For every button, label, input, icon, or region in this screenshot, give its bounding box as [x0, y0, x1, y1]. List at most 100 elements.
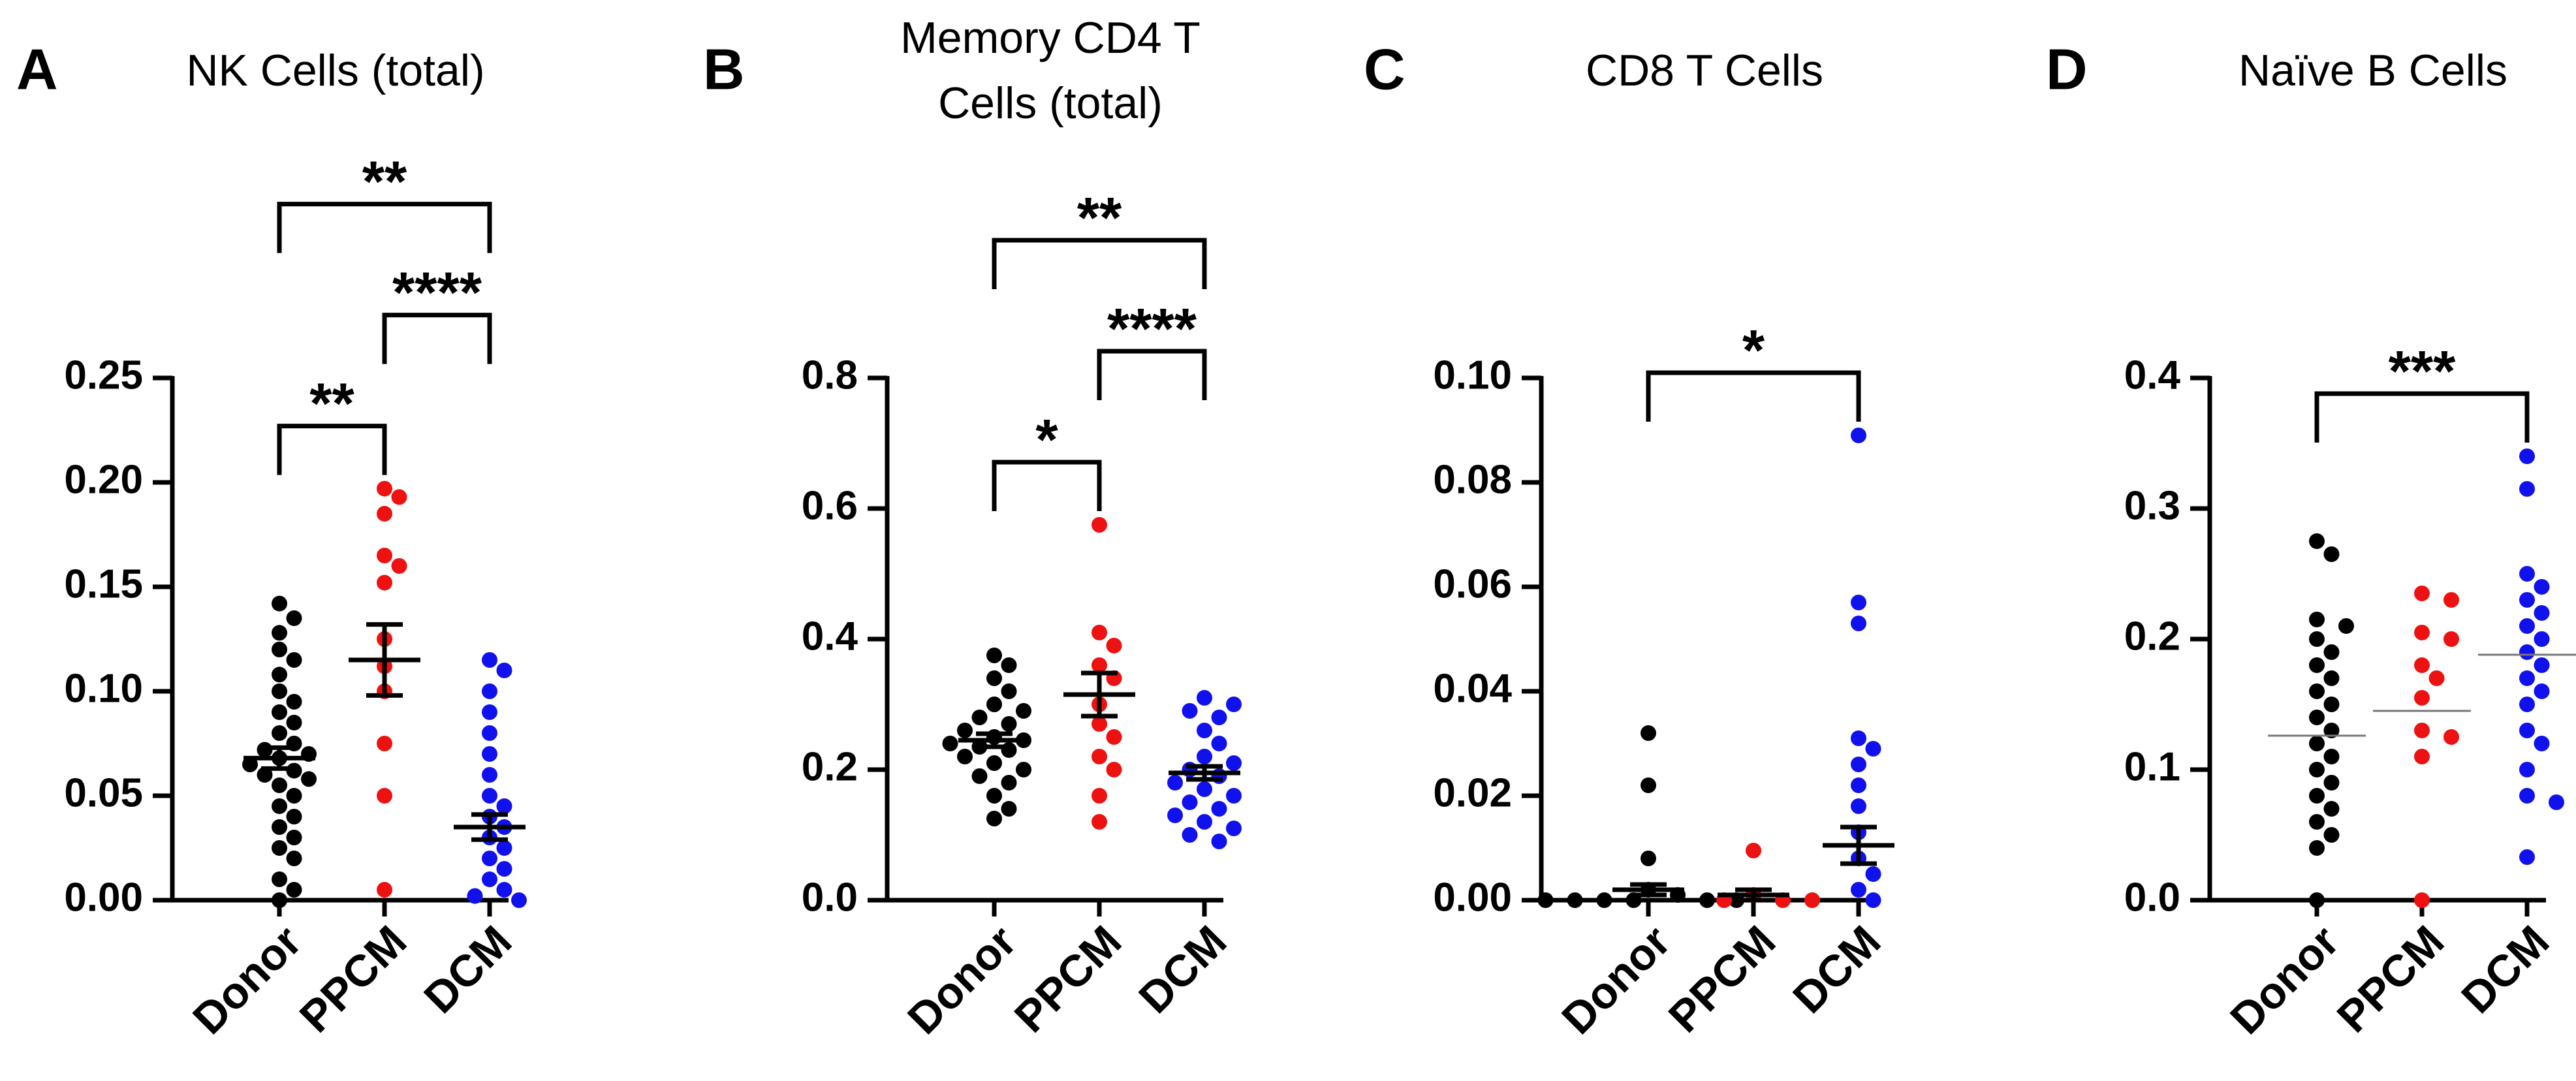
data-point	[1092, 517, 1107, 533]
data-point	[1851, 798, 1866, 814]
data-point	[511, 892, 527, 908]
data-point	[1865, 866, 1881, 882]
y-tick-label: 0.6	[802, 483, 858, 528]
data-point	[1092, 625, 1107, 640]
data-point	[1211, 736, 1227, 751]
y-tick-label: 0.06	[1433, 561, 1512, 606]
data-point	[1851, 730, 1866, 746]
data-point	[1092, 788, 1107, 804]
y-tick-label: 0.25	[64, 352, 143, 398]
significance-label: ****	[392, 260, 482, 324]
data-point	[2428, 670, 2445, 686]
panel-letter: C	[1364, 37, 1406, 101]
data-point	[2323, 697, 2340, 712]
x-tick-label: PPCM	[1659, 916, 1785, 1042]
data-point	[2309, 762, 2325, 777]
significance-label: ****	[1107, 296, 1197, 360]
data-point	[2534, 683, 2550, 699]
data-point	[1106, 638, 1122, 653]
data-point	[1699, 892, 1715, 908]
data-point	[2519, 618, 2535, 634]
data-point	[272, 642, 287, 657]
data-point	[2309, 840, 2325, 856]
data-point	[2534, 657, 2550, 673]
x-tick-label: PPCM	[1005, 916, 1131, 1042]
data-point	[1092, 814, 1107, 830]
data-point	[1641, 725, 1656, 741]
data-point	[257, 767, 273, 783]
significance-label: **	[309, 371, 354, 435]
data-point	[1197, 814, 1212, 830]
x-tick-label: DCM	[1129, 916, 1236, 1023]
data-point	[1197, 781, 1212, 797]
significance-bracket	[277, 424, 387, 475]
data-point	[2309, 657, 2325, 673]
data-point	[1167, 807, 1183, 823]
data-point	[1596, 892, 1612, 908]
significance-label: **	[1077, 185, 1122, 249]
data-point	[2414, 892, 2430, 908]
data-point	[2534, 631, 2550, 647]
x-tick-label: DCM	[415, 916, 521, 1023]
data-point	[2519, 448, 2535, 464]
data-point	[2519, 762, 2535, 777]
data-point	[482, 767, 497, 783]
data-point	[986, 697, 1002, 712]
data-point	[496, 663, 512, 678]
data-point	[2414, 749, 2430, 764]
y-tick-label: 0.2	[802, 744, 858, 789]
data-point	[2443, 729, 2459, 745]
data-point	[496, 840, 512, 856]
significance-bracket	[1097, 349, 1207, 400]
data-point	[286, 652, 302, 668]
data-point	[1851, 882, 1866, 898]
data-point	[2309, 788, 2325, 804]
significance-label: *	[1742, 317, 1765, 382]
x-tick-label: Donor	[183, 916, 311, 1044]
data-point	[1851, 595, 1866, 610]
y-tick-label: 0.3	[2124, 483, 2180, 528]
y-tick-label: 0.8	[802, 352, 858, 398]
panel-letter: B	[703, 37, 745, 101]
data-point	[272, 798, 287, 814]
data-point	[2443, 592, 2459, 608]
data-point	[272, 725, 287, 741]
data-point	[2519, 788, 2535, 804]
data-point	[1211, 801, 1227, 817]
data-point	[2414, 625, 2430, 640]
y-tick-label: 0.20	[64, 457, 143, 502]
y-tick-label: 0.08	[1433, 457, 1512, 502]
x-tick-label: DCM	[2452, 916, 2558, 1023]
data-point	[1016, 703, 1031, 719]
data-point	[272, 704, 287, 720]
data-point	[1211, 710, 1227, 725]
data-point	[2414, 723, 2430, 738]
data-point	[2534, 605, 2550, 621]
data-point	[2323, 801, 2340, 817]
data-point	[1567, 892, 1583, 908]
data-point	[957, 749, 973, 764]
data-point	[2338, 618, 2354, 634]
data-point	[286, 830, 302, 845]
data-point	[2309, 612, 2325, 627]
chart-title: Naïve B Cells	[2238, 46, 2507, 95]
data-point	[1226, 755, 1242, 771]
y-tick-label: 0.15	[64, 561, 143, 606]
data-point	[2519, 697, 2535, 712]
data-point	[1001, 657, 1017, 673]
data-point	[971, 768, 988, 784]
data-point	[2309, 533, 2325, 549]
data-point	[286, 882, 302, 898]
x-tick-label: PPCM	[291, 916, 416, 1042]
data-point	[2309, 710, 2325, 725]
data-point	[1001, 801, 1017, 817]
data-point	[2323, 749, 2340, 764]
significance-label: **	[362, 149, 407, 213]
data-point	[2309, 683, 2325, 699]
data-point	[482, 725, 497, 741]
data-point	[496, 798, 512, 814]
data-point	[2519, 481, 2535, 497]
y-tick-label: 0.04	[1433, 666, 1512, 711]
data-point	[1641, 777, 1656, 793]
y-tick-label: 0.05	[64, 770, 143, 815]
